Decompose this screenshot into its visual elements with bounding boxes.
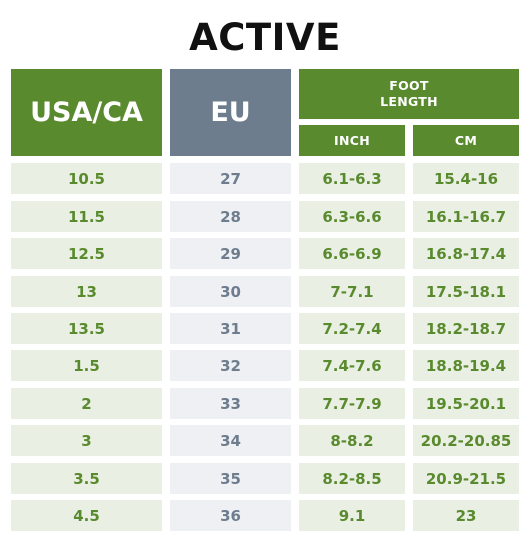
- header-foot-length: FOOT LENGTH: [299, 69, 519, 119]
- cell-cm: 20.2-20.85: [413, 425, 519, 456]
- cell-inch: 6.3-6.6: [299, 201, 405, 232]
- cell-usa: 10.5: [11, 163, 162, 194]
- header-foot-length-line2: LENGTH: [380, 94, 438, 109]
- cell-inch: 8-8.2: [299, 425, 405, 456]
- cell-eu: 27: [170, 163, 291, 194]
- cell-cm: 19.5-20.1: [413, 388, 519, 419]
- cell-inch: 9.1: [299, 500, 405, 531]
- cell-usa: 3: [11, 425, 162, 456]
- cell-eu: 35: [170, 463, 291, 494]
- cell-cm: 16.1-16.7: [413, 201, 519, 232]
- cell-inch: 7.4-7.6: [299, 350, 405, 381]
- cell-usa: 12.5: [11, 238, 162, 269]
- cell-eu: 28: [170, 201, 291, 232]
- cell-eu: 30: [170, 276, 291, 307]
- cell-eu: 29: [170, 238, 291, 269]
- cell-usa: 13.5: [11, 313, 162, 344]
- header-foot-length-line1: FOOT: [389, 78, 429, 93]
- cell-inch: 7-7.1: [299, 276, 405, 307]
- cell-cm: 20.9-21.5: [413, 463, 519, 494]
- header-usa-ca: USA/CA: [11, 69, 162, 156]
- cell-eu: 34: [170, 425, 291, 456]
- cell-inch: 7.2-7.4: [299, 313, 405, 344]
- cell-eu: 36: [170, 500, 291, 531]
- cell-cm: 23: [413, 500, 519, 531]
- cell-usa: 2: [11, 388, 162, 419]
- cell-inch: 6.6-6.9: [299, 238, 405, 269]
- cell-cm: 15.4-16: [413, 163, 519, 194]
- header-inch: INCH: [299, 125, 405, 156]
- cell-eu: 32: [170, 350, 291, 381]
- cell-cm: 18.2-18.7: [413, 313, 519, 344]
- cell-usa: 3.5: [11, 463, 162, 494]
- cell-cm: 16.8-17.4: [413, 238, 519, 269]
- cell-usa: 11.5: [11, 201, 162, 232]
- cell-usa: 13: [11, 276, 162, 307]
- page-title: ACTIVE: [189, 16, 341, 59]
- cell-usa: 1.5: [11, 350, 162, 381]
- cell-eu: 33: [170, 388, 291, 419]
- header-cm: CM: [413, 125, 519, 156]
- cell-eu: 31: [170, 313, 291, 344]
- cell-cm: 18.8-19.4: [413, 350, 519, 381]
- cell-usa: 4.5: [11, 500, 162, 531]
- cell-inch: 8.2-8.5: [299, 463, 405, 494]
- header-eu: EU: [170, 69, 291, 156]
- cell-inch: 7.7-7.9: [299, 388, 405, 419]
- cell-cm: 17.5-18.1: [413, 276, 519, 307]
- cell-inch: 6.1-6.3: [299, 163, 405, 194]
